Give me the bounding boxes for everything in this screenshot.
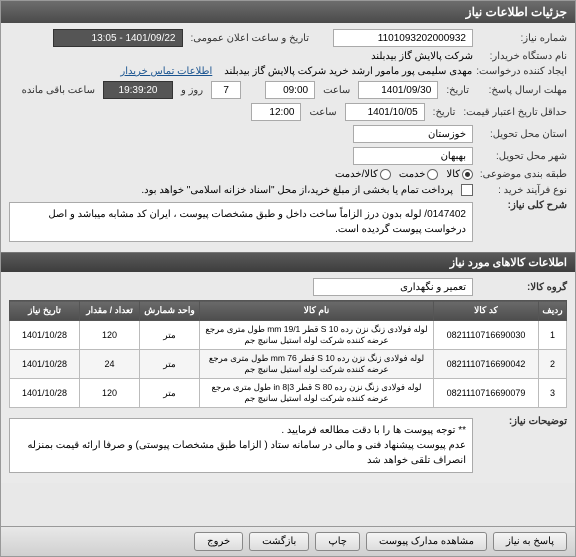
deadline-label: حداقل تاریخ اعتبار قیمت: (463, 107, 567, 118)
notes-label: توضیحات نیاز: (477, 416, 567, 427)
cell-unit: متر (140, 350, 200, 379)
cell-n: 3 (539, 379, 567, 408)
cell-unit: متر (140, 321, 200, 350)
radio-goods[interactable]: کالا (446, 169, 473, 180)
deadline-date: 1401/10/05 (345, 103, 425, 121)
city-value: بهبهان (353, 147, 473, 165)
cell-name: لوله فولادی زنگ نزن رده 80 S قطر 3|8 in … (200, 379, 434, 408)
deadline-tarikh-label: تاریخ: (433, 107, 456, 118)
radio-service-label: خدمت (399, 169, 426, 180)
days-label: روز و (181, 85, 203, 96)
reply-date: 1401/09/30 (358, 81, 438, 99)
creator-value: مهدی سلیمی پور مامور ارشد خرید شرکت پالا… (224, 66, 472, 77)
reply-time: 09:00 (265, 81, 315, 99)
radio-goods-circle (462, 169, 473, 180)
col-code: کد کالا (434, 301, 539, 321)
cell-date: 1401/10/28 (10, 321, 80, 350)
radio-goods-label: کالا (446, 169, 460, 180)
col-name: نام کالا (200, 301, 434, 321)
days-value: 7 (211, 81, 241, 99)
notes-box: ** توجه پیوست ها را با دقت مطالعه فرمایی… (9, 418, 473, 473)
province-label: استان محل تحویل: (477, 129, 567, 140)
reply-time-label: ساعت (323, 85, 350, 96)
cell-qty: 120 (80, 379, 140, 408)
desc-box: 0147402/ لوله بدون درز الزاماً ساخت داخل… (9, 202, 473, 242)
process-note: پرداخت تمام یا بخشی از مبلغ خرید،از محل … (141, 185, 453, 196)
process-label: نوع فرآیند خرید : (477, 185, 567, 196)
group-label: گروه کالا: (477, 282, 567, 293)
window-titlebar: جزئیات اطلاعات نیاز (1, 1, 575, 23)
announce-value: 1401/09/22 - 13:05 (53, 29, 183, 47)
number-label: شماره نیاز: (477, 33, 567, 44)
remain-label: ساعت باقی مانده (22, 85, 95, 96)
announce-label: تاریخ و ساعت اعلان عمومی: (191, 33, 310, 44)
city-label: شهر محل تحویل: (477, 151, 567, 162)
need-info-section: شماره نیاز: 1101093202000932 تاریخ و ساع… (1, 23, 575, 252)
deadline-time: 12:00 (251, 103, 301, 121)
exit-button[interactable]: خروج (194, 532, 243, 551)
items-section-header: اطلاعات کالاهای مورد نیاز (1, 252, 575, 272)
cell-unit: متر (140, 379, 200, 408)
reply-button[interactable]: پاسخ به نیاز (493, 532, 567, 551)
process-checkbox[interactable] (461, 184, 473, 196)
radio-both-circle (380, 169, 391, 180)
subject-label: طبقه بندی موضوعی: (477, 169, 567, 180)
items-section: گروه کالا: تعمیر و نگهداری ردیف کد کالا … (1, 272, 575, 483)
buyer-label: نام دستگاه خریدار: (477, 51, 567, 62)
cell-qty: 120 (80, 321, 140, 350)
radio-both[interactable]: کالا/خدمت (335, 169, 391, 180)
main-window: جزئیات اطلاعات نیاز شماره نیاز: 11010932… (0, 0, 576, 557)
table-row[interactable]: 30821110716690079لوله فولادی زنگ نزن رده… (10, 379, 567, 408)
back-button[interactable]: بازگشت (249, 532, 309, 551)
radio-service[interactable]: خدمت (399, 169, 439, 180)
col-date: تاریخ نیاز (10, 301, 80, 321)
cell-qty: 24 (80, 350, 140, 379)
col-unit: واحد شمارش (140, 301, 200, 321)
cell-code: 0821110716690030 (434, 321, 539, 350)
contact-link[interactable]: اطلاعات تماس خریدار (120, 66, 212, 77)
number-value: 1101093202000932 (333, 29, 473, 47)
deadline-time-label: ساعت (309, 107, 336, 118)
table-row[interactable]: 20821110716690042لوله فولادی زنگ نزن رده… (10, 350, 567, 379)
cell-code: 0821110716690079 (434, 379, 539, 408)
province-value: خوزستان (353, 125, 473, 143)
window-title: جزئیات اطلاعات نیاز (466, 5, 567, 19)
desc-label: شرح کلی نیاز: (477, 200, 567, 211)
col-row: ردیف (539, 301, 567, 321)
table-row[interactable]: 10821110716690030لوله فولادی زنگ نزن رده… (10, 321, 567, 350)
cell-name: لوله فولادی زنگ نزن رده 10 S قطر mm 76 ط… (200, 350, 434, 379)
cell-date: 1401/10/28 (10, 379, 80, 408)
subject-radio-group: کالا خدمت کالا/خدمت (335, 169, 473, 180)
creator-label: ایجاد کننده درخواست: (476, 66, 567, 77)
radio-service-circle (427, 169, 438, 180)
footer-bar: پاسخ به نیاز مشاهده مدارک پیوست چاپ بازگ… (1, 526, 575, 556)
remain-time: 19:39:20 (103, 81, 173, 99)
group-value: تعمیر و نگهداری (313, 278, 473, 296)
docs-button[interactable]: مشاهده مدارک پیوست (366, 532, 487, 551)
cell-n: 1 (539, 321, 567, 350)
radio-both-label: کالا/خدمت (335, 169, 378, 180)
col-qty: تعداد / مقدار (80, 301, 140, 321)
table-header-row: ردیف کد کالا نام کالا واحد شمارش تعداد /… (10, 301, 567, 321)
buyer-value: شرکت پالایش گاز بیدبلند (371, 51, 473, 62)
cell-date: 1401/10/28 (10, 350, 80, 379)
reply-tarikh-label: تاریخ: (446, 85, 469, 96)
items-table: ردیف کد کالا نام کالا واحد شمارش تعداد /… (9, 300, 567, 408)
print-button[interactable]: چاپ (315, 532, 360, 551)
cell-name: لوله فولادی زنگ نزن رده 10 S قطر mm 19/1… (200, 321, 434, 350)
cell-n: 2 (539, 350, 567, 379)
reply-deadline-label: مهلت ارسال پاسخ: (477, 85, 567, 96)
cell-code: 0821110716690042 (434, 350, 539, 379)
